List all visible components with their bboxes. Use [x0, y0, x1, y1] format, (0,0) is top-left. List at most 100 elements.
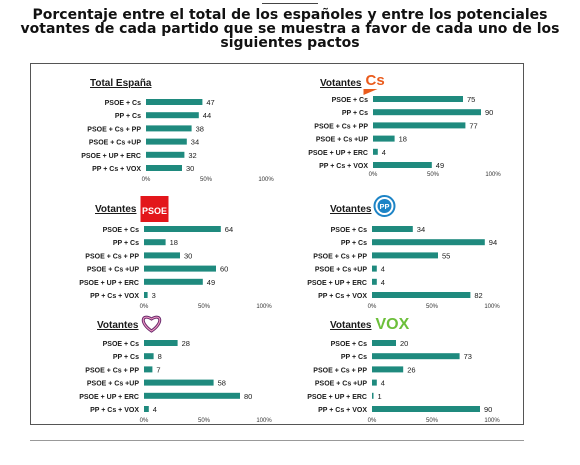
value-label: 38	[196, 124, 204, 133]
value-label: 4	[153, 405, 157, 414]
category-label: PSOE + UP + ERC	[308, 150, 368, 157]
value-label: 58	[218, 379, 226, 388]
value-label: 49	[436, 161, 444, 170]
value-label: 4	[381, 265, 385, 274]
pp-logo-text: PP	[379, 202, 389, 211]
category-label: PSOE + UP + ERC	[307, 394, 367, 401]
x-tick-label: 50%	[200, 177, 213, 183]
bar	[144, 353, 154, 360]
value-label: 3	[152, 291, 156, 300]
value-label: 30	[184, 251, 192, 260]
bar	[373, 135, 395, 142]
panel-title: Votantes	[97, 320, 139, 331]
chart-panel-6: Votantes VOX PSOE + Cs 20 PP + Cs 73 PSOE + Cs…	[307, 316, 500, 424]
category-label: PSOE + UP + ERC	[79, 394, 139, 401]
value-label: 30	[186, 164, 194, 173]
category-label: PSOE + Cs + PP	[85, 367, 139, 374]
vox-logo: VOX	[376, 316, 410, 333]
x-tick-label: 50%	[427, 172, 440, 178]
pp-logo: PP	[373, 195, 396, 217]
category-label: PSOE + Cs + PP	[85, 253, 139, 260]
bar	[144, 252, 180, 259]
bar	[144, 379, 214, 386]
category-label: PSOE + UP + ERC	[81, 153, 141, 160]
value-label: 49	[207, 278, 215, 287]
panel-title: Votantes	[320, 78, 362, 89]
bar	[146, 125, 192, 132]
category-label: PP + Cs	[113, 240, 139, 247]
x-tick-label: 100%	[484, 304, 500, 310]
category-label: PSOE + Cs + PP	[314, 123, 368, 130]
bar	[372, 226, 413, 232]
value-label: 7	[156, 365, 160, 374]
category-label: PP + Cs + VOX	[90, 293, 139, 300]
podemos-logo	[141, 315, 162, 333]
bar	[144, 392, 240, 399]
bar	[372, 239, 485, 246]
psoe-logo: PSOE	[140, 196, 169, 222]
category-label: PSOE + UP + ERC	[307, 280, 367, 287]
value-label: 4	[381, 379, 385, 388]
panel-title: Total España	[90, 78, 152, 89]
x-tick-label: 50%	[198, 304, 211, 310]
x-tick-label: 100%	[256, 418, 272, 424]
value-label: 8	[158, 352, 162, 361]
value-label: 32	[188, 151, 196, 160]
value-label: 28	[182, 339, 190, 348]
value-label: 94	[489, 238, 497, 247]
value-label: 90	[484, 405, 492, 414]
bar	[372, 252, 438, 259]
bar	[146, 138, 187, 145]
value-label: 47	[206, 98, 214, 107]
bar	[373, 122, 466, 129]
x-tick-label: 50%	[198, 418, 211, 424]
bar	[373, 148, 378, 155]
chart-panel-1: Total España PSOE + Cs 47 PP + Cs 44 PSOE + C…	[81, 78, 274, 183]
bar	[144, 278, 203, 285]
chart-title: Porcentaje entre el total de los español…	[20, 7, 560, 51]
x-tick-label: 0%	[140, 418, 149, 424]
category-label: PSOE + Cs	[331, 341, 367, 348]
x-tick-label: 100%	[484, 418, 500, 424]
category-label: PP + Cs + VOX	[318, 407, 367, 414]
x-tick-label: 0%	[140, 304, 149, 310]
psoe-logo-box	[140, 196, 169, 222]
value-label: 73	[464, 352, 472, 361]
category-label: PSOE + Cs	[332, 97, 368, 104]
bar	[372, 265, 377, 272]
value-label: 34	[417, 225, 425, 234]
bar	[144, 226, 221, 232]
category-label: PSOE + Cs +UP	[89, 140, 141, 147]
bar	[372, 292, 471, 298]
cs-logo: Cs	[363, 72, 385, 95]
x-tick-label: 0%	[369, 172, 378, 178]
bar	[146, 165, 182, 171]
category-label: PP + Cs + VOX	[90, 407, 139, 414]
bar	[373, 109, 481, 116]
cs-logo-arrow	[363, 89, 378, 95]
category-label: PSOE + UP + ERC	[79, 280, 139, 287]
value-label: 90	[485, 108, 493, 117]
chart-panel-4: Votantes PP PSOE + Cs 34 PP + Cs 94 PSOE + Cs …	[307, 195, 500, 310]
bar	[372, 340, 396, 346]
bar	[144, 265, 216, 272]
category-label: PSOE + Cs +UP	[87, 267, 139, 274]
bar	[372, 366, 404, 373]
cs-logo-text: Cs	[366, 72, 385, 89]
value-label: 20	[400, 339, 408, 348]
category-label: PP + Cs + VOX	[318, 293, 367, 300]
bar	[144, 292, 148, 298]
value-label: 60	[220, 265, 228, 274]
value-label: 82	[474, 291, 482, 300]
category-label: PP + Cs	[113, 354, 139, 361]
category-label: PSOE + Cs +UP	[315, 267, 367, 274]
category-label: PP + Cs + VOX	[92, 166, 141, 173]
pp-logo-disc	[377, 199, 392, 213]
x-tick-label: 100%	[258, 177, 274, 183]
category-label: PSOE + Cs +UP	[316, 137, 368, 144]
bar	[146, 112, 199, 119]
bar	[372, 406, 480, 412]
value-label: 34	[191, 138, 199, 147]
value-label: 80	[244, 392, 252, 401]
